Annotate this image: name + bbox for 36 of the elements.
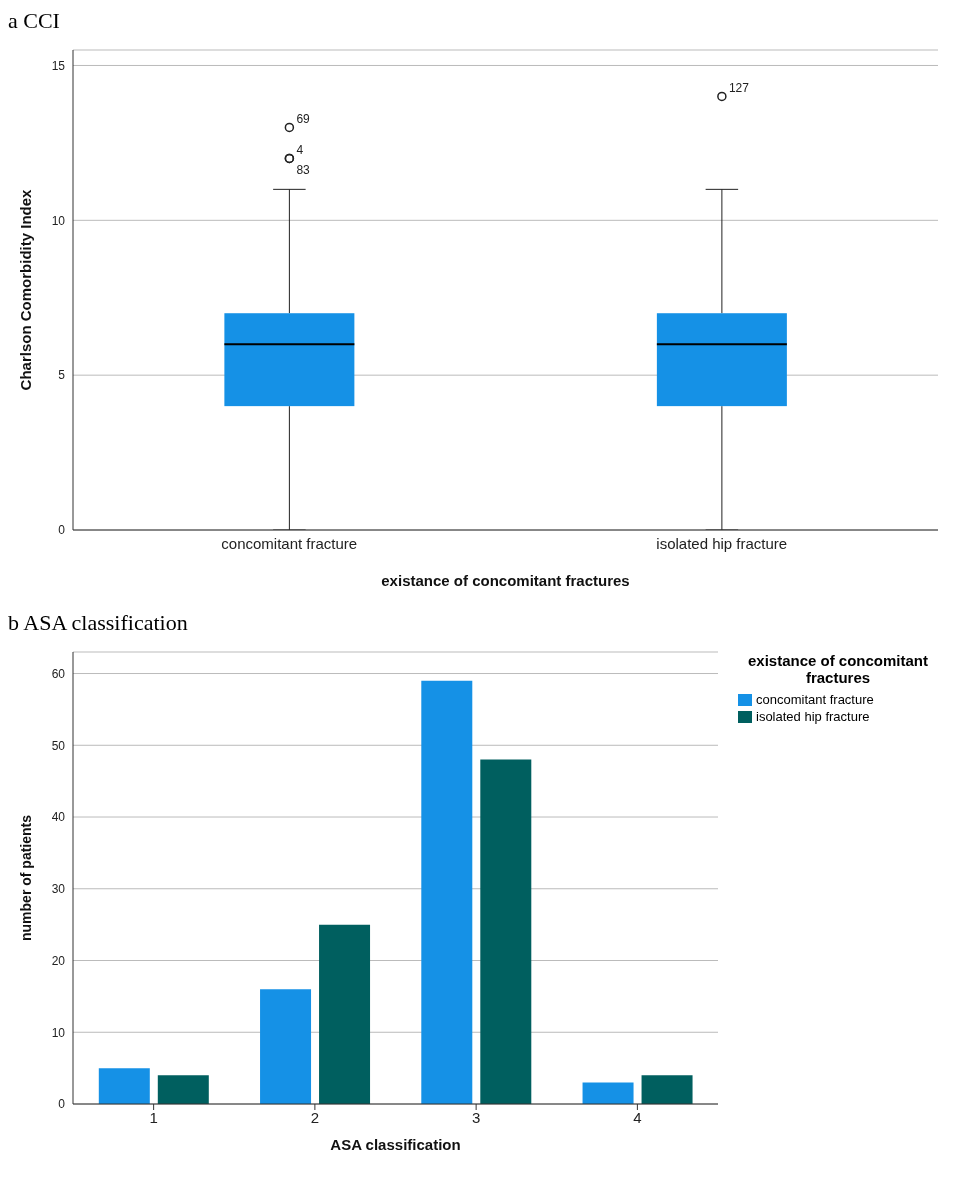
bar	[319, 924, 371, 1104]
bar	[582, 1082, 634, 1104]
y-tick-label: 0	[58, 1097, 66, 1112]
annotation: 4	[296, 143, 304, 158]
bar	[98, 1068, 150, 1104]
y-tick-label: 10	[51, 1025, 66, 1040]
y-tick-label: 60	[51, 666, 66, 681]
x-tick-label: 1	[149, 1108, 158, 1126]
legend-label: isolated hip fracture	[755, 709, 871, 724]
annotation: 69	[296, 112, 311, 127]
x-tick-label: 3	[471, 1108, 481, 1126]
y-tick-label: 0	[58, 523, 66, 538]
y-tick-label: 5	[58, 368, 66, 383]
y-tick-label: 15	[51, 58, 66, 73]
bar	[157, 1075, 209, 1104]
x-tick-label: 2	[310, 1108, 320, 1126]
annotation: 127	[728, 81, 750, 96]
legend-label: concomitant fracture	[755, 692, 875, 707]
y-tick-label: 50	[51, 738, 66, 753]
x-axis-title: existance of concomitant fractures	[381, 572, 630, 589]
bar	[421, 680, 473, 1104]
y-axis-title: Charlson Comorbidity Index	[17, 188, 35, 391]
annotation: 83	[296, 163, 311, 178]
bar	[641, 1075, 693, 1104]
y-tick-label: 20	[51, 953, 66, 968]
x-tick-label: 4	[633, 1108, 642, 1126]
y-tick-label: 40	[51, 810, 66, 825]
chart-title: a CCI	[8, 8, 61, 34]
y-axis-title: number of patients	[17, 814, 34, 942]
bar	[260, 989, 312, 1104]
chart-title: b ASA classification	[8, 610, 189, 636]
x-axis-title: ASA classification	[330, 1136, 461, 1153]
legend-title: existance of concomitant fractures	[746, 652, 929, 686]
y-tick-label: 10	[51, 213, 66, 228]
y-tick-label: 30	[51, 882, 66, 897]
bar	[480, 759, 532, 1104]
